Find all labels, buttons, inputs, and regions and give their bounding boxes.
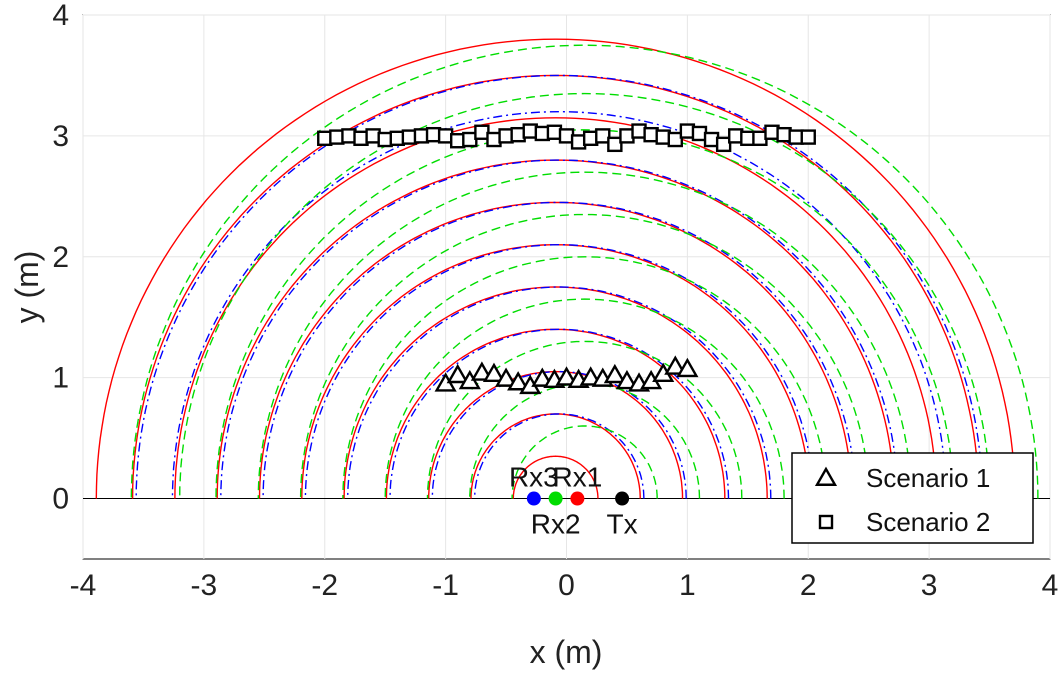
tick-labels: -4 -3 -2 -1 0 1 2 3 4 0 1 2 3 4 <box>52 0 1058 602</box>
y-axis-label: y (m) <box>9 251 45 324</box>
arc-dashed <box>299 213 870 499</box>
scenario-1-marker <box>664 355 687 375</box>
arc-dashdot <box>473 413 645 499</box>
scenario-1-marker <box>676 357 699 378</box>
x-tick-label: -2 <box>311 569 338 602</box>
arcs <box>95 38 1039 499</box>
x-tick-label: 1 <box>679 569 696 602</box>
arc-solid <box>512 455 599 499</box>
y-tick-label: 2 <box>52 241 69 274</box>
arc-dashed <box>469 382 701 499</box>
y-tick-label: 4 <box>52 0 69 32</box>
arc-solid <box>258 201 853 499</box>
scenario-2-marker <box>607 136 623 153</box>
arc-dashed <box>215 129 954 499</box>
y-tick-label: 1 <box>52 362 69 395</box>
arc-dashdot <box>389 328 730 499</box>
legend-marker-scenario-2 <box>818 514 834 530</box>
x-tick-label: -1 <box>432 569 459 602</box>
arc-dashdot <box>220 159 899 499</box>
point-rx1 <box>570 491 585 506</box>
arc-dashed <box>384 298 785 499</box>
scenario-1-marker <box>555 366 578 386</box>
arc-solid <box>174 117 938 499</box>
y-tick-label: 0 <box>52 483 69 516</box>
arc-dashed <box>426 340 743 499</box>
x-tick-label: 3 <box>921 569 938 602</box>
x-tick-label: 0 <box>558 569 575 602</box>
point-rx3 <box>526 491 541 506</box>
point-label-tx: Tx <box>607 509 638 540</box>
arc-dashed <box>257 171 912 499</box>
legend: Scenario 1 Scenario 2 <box>791 452 1034 544</box>
point-label-rx2: Rx2 <box>531 509 581 540</box>
arc-dashdot <box>171 110 947 499</box>
point-label-rx1: Rx1 <box>552 462 602 493</box>
arc-dashed <box>342 256 828 499</box>
x-tick-label: 2 <box>800 569 817 602</box>
x-tick-label: -3 <box>191 569 218 602</box>
arc-dashed <box>179 92 991 499</box>
point-label-rx3: Rx3 <box>509 462 559 493</box>
scenario-2-marker <box>800 129 816 145</box>
scenario-1-marker <box>482 362 506 382</box>
legend-marker-scenario-1 <box>814 466 838 486</box>
x-axis-label: x (m) <box>530 634 603 670</box>
legend-label: Scenario 1 <box>866 463 990 493</box>
scenario-1-marker <box>446 363 469 384</box>
scenario-1-marker <box>470 361 493 381</box>
scenario-2-marker <box>715 136 732 153</box>
point-rx2 <box>548 491 563 506</box>
scenario-1-marker <box>579 366 602 386</box>
scenario-2-marker <box>595 128 611 144</box>
x-tick-label: -4 <box>70 569 97 602</box>
scenario-1-marker <box>507 371 530 391</box>
scenario-1-marker <box>494 367 518 387</box>
scenario-1-marker <box>603 363 626 384</box>
x-tick-label: 4 <box>1042 569 1059 602</box>
series-markers <box>317 123 816 395</box>
arc-dashdot <box>135 74 983 499</box>
arc-solid <box>95 38 1016 499</box>
scenario-2-marker <box>667 131 683 148</box>
arc-dashdot <box>262 201 857 499</box>
scenario-1-marker <box>531 367 554 387</box>
arc-solid <box>343 286 768 499</box>
scenario-1-marker <box>615 369 639 390</box>
legend-label: Scenario 2 <box>866 507 990 537</box>
arc-dashed <box>511 425 658 499</box>
arc-dashdot <box>347 286 772 499</box>
y-tick-label: 3 <box>52 120 69 153</box>
point-tx <box>615 491 630 506</box>
